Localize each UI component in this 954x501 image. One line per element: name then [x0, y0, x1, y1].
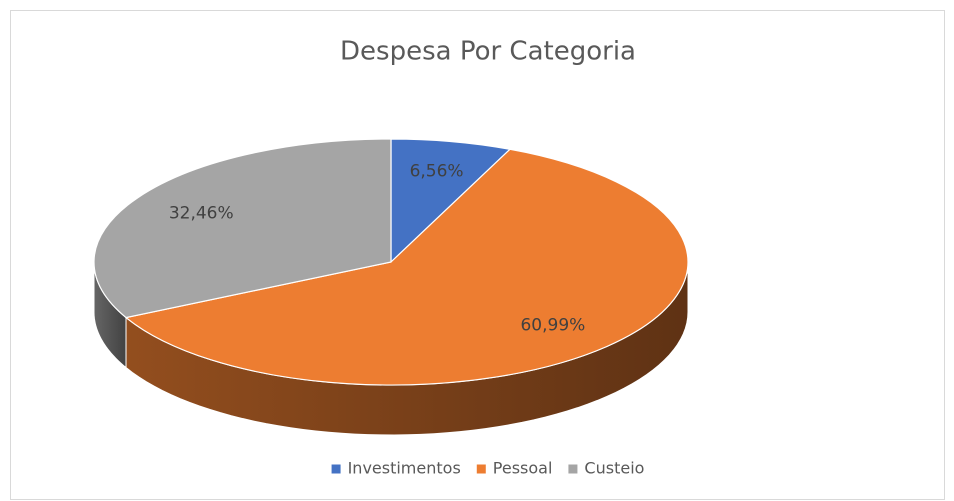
slice	[124, 148, 689, 386]
legend-item: Pessoal	[476, 459, 553, 478]
legend-label: Custeio	[584, 459, 644, 478]
legend-label: Investimentos	[348, 459, 461, 478]
slice	[390, 138, 512, 264]
data-label: 60,99%	[520, 315, 585, 335]
legend-marker	[331, 464, 341, 474]
legend-item: Custeio	[568, 459, 644, 478]
legend-marker	[476, 464, 486, 474]
legend-item: Investimentos	[331, 459, 461, 478]
legend-label: Pessoal	[493, 459, 553, 478]
slice	[93, 138, 392, 319]
chart-title: Despesa Por Categoria	[340, 37, 636, 67]
data-label: 6,56%	[410, 162, 464, 182]
data-label: 32,46%	[169, 204, 234, 224]
legend-marker	[568, 464, 578, 474]
